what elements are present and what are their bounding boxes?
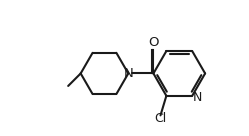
Text: Cl: Cl <box>154 112 166 125</box>
Text: N: N <box>193 91 202 104</box>
Text: O: O <box>148 36 159 49</box>
Text: N: N <box>124 67 133 80</box>
